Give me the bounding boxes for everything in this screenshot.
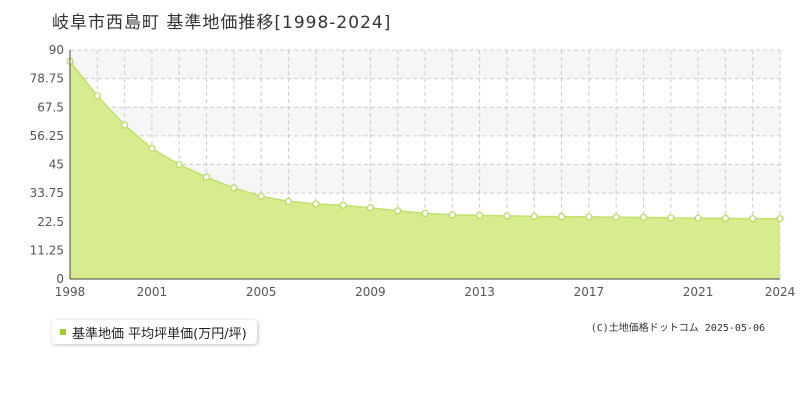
data-point[interactable] xyxy=(694,214,702,222)
data-point[interactable] xyxy=(776,215,784,223)
legend-swatch xyxy=(60,329,66,335)
axes xyxy=(69,50,780,280)
data-point[interactable] xyxy=(721,214,729,223)
x-tick-labels: 1998 2001 2005 2009 2013 2017 2021 2024 xyxy=(55,285,796,299)
y-tick-label: 56.25 xyxy=(30,129,64,143)
data-point[interactable] xyxy=(476,211,484,219)
data-point[interactable] xyxy=(394,207,402,215)
data-point[interactable] xyxy=(284,197,293,205)
x-tick-label: 1998 xyxy=(55,285,86,299)
legend[interactable]: 基準地価 平均坪単価(万円/坪) xyxy=(52,320,257,344)
y-tick-label: 0 xyxy=(56,272,64,286)
data-point[interactable] xyxy=(421,209,429,217)
x-tick-label: 2021 xyxy=(683,285,714,299)
data-point[interactable] xyxy=(148,144,156,153)
x-tick-label: 2024 xyxy=(765,285,796,299)
y-tick-labels: 0 11.25 22.5 33.75 45 56.25 67.5 78.75 90 xyxy=(30,43,64,286)
data-point[interactable] xyxy=(557,213,566,221)
data-point[interactable] xyxy=(366,204,374,212)
data-point[interactable] xyxy=(339,201,347,209)
series-area xyxy=(70,61,780,279)
chart-title: 岐阜市西島町 基準地価推移[1998-2024] xyxy=(52,13,392,33)
data-point[interactable] xyxy=(612,213,620,221)
copyright-text: (C)土地価格ドットコム 2025-05-06 xyxy=(590,323,765,334)
data-point[interactable] xyxy=(667,214,675,222)
y-tick-label: 78.75 xyxy=(30,72,64,86)
data-point[interactable] xyxy=(503,212,511,220)
data-points xyxy=(66,57,784,223)
data-point[interactable] xyxy=(448,211,456,219)
y-tick-label: 90 xyxy=(49,43,64,57)
data-point[interactable] xyxy=(530,212,538,221)
y-tick-label: 11.25 xyxy=(30,243,64,257)
legend-label: 基準地価 平均坪単価(万円/坪) xyxy=(72,326,247,342)
data-point[interactable] xyxy=(230,184,238,192)
x-tick-label: 2017 xyxy=(574,285,605,299)
data-point[interactable] xyxy=(257,192,265,200)
data-point[interactable] xyxy=(312,200,320,208)
y-tick-label: 45 xyxy=(49,158,64,172)
x-tick-label: 2009 xyxy=(355,285,386,299)
data-point[interactable] xyxy=(749,215,757,223)
y-tick-label: 22.5 xyxy=(37,215,64,229)
data-point[interactable] xyxy=(639,213,648,222)
data-point[interactable] xyxy=(121,121,129,129)
x-tick-label: 2001 xyxy=(137,285,168,299)
y-tick-label: 67.5 xyxy=(37,100,64,114)
y-tick-label: 33.75 xyxy=(30,186,64,200)
x-tick-label: 2013 xyxy=(464,285,495,299)
data-point[interactable] xyxy=(202,173,211,181)
data-point[interactable] xyxy=(585,213,593,221)
x-tick-label: 2005 xyxy=(246,285,277,299)
data-point[interactable] xyxy=(93,92,101,100)
data-point[interactable] xyxy=(175,160,183,169)
